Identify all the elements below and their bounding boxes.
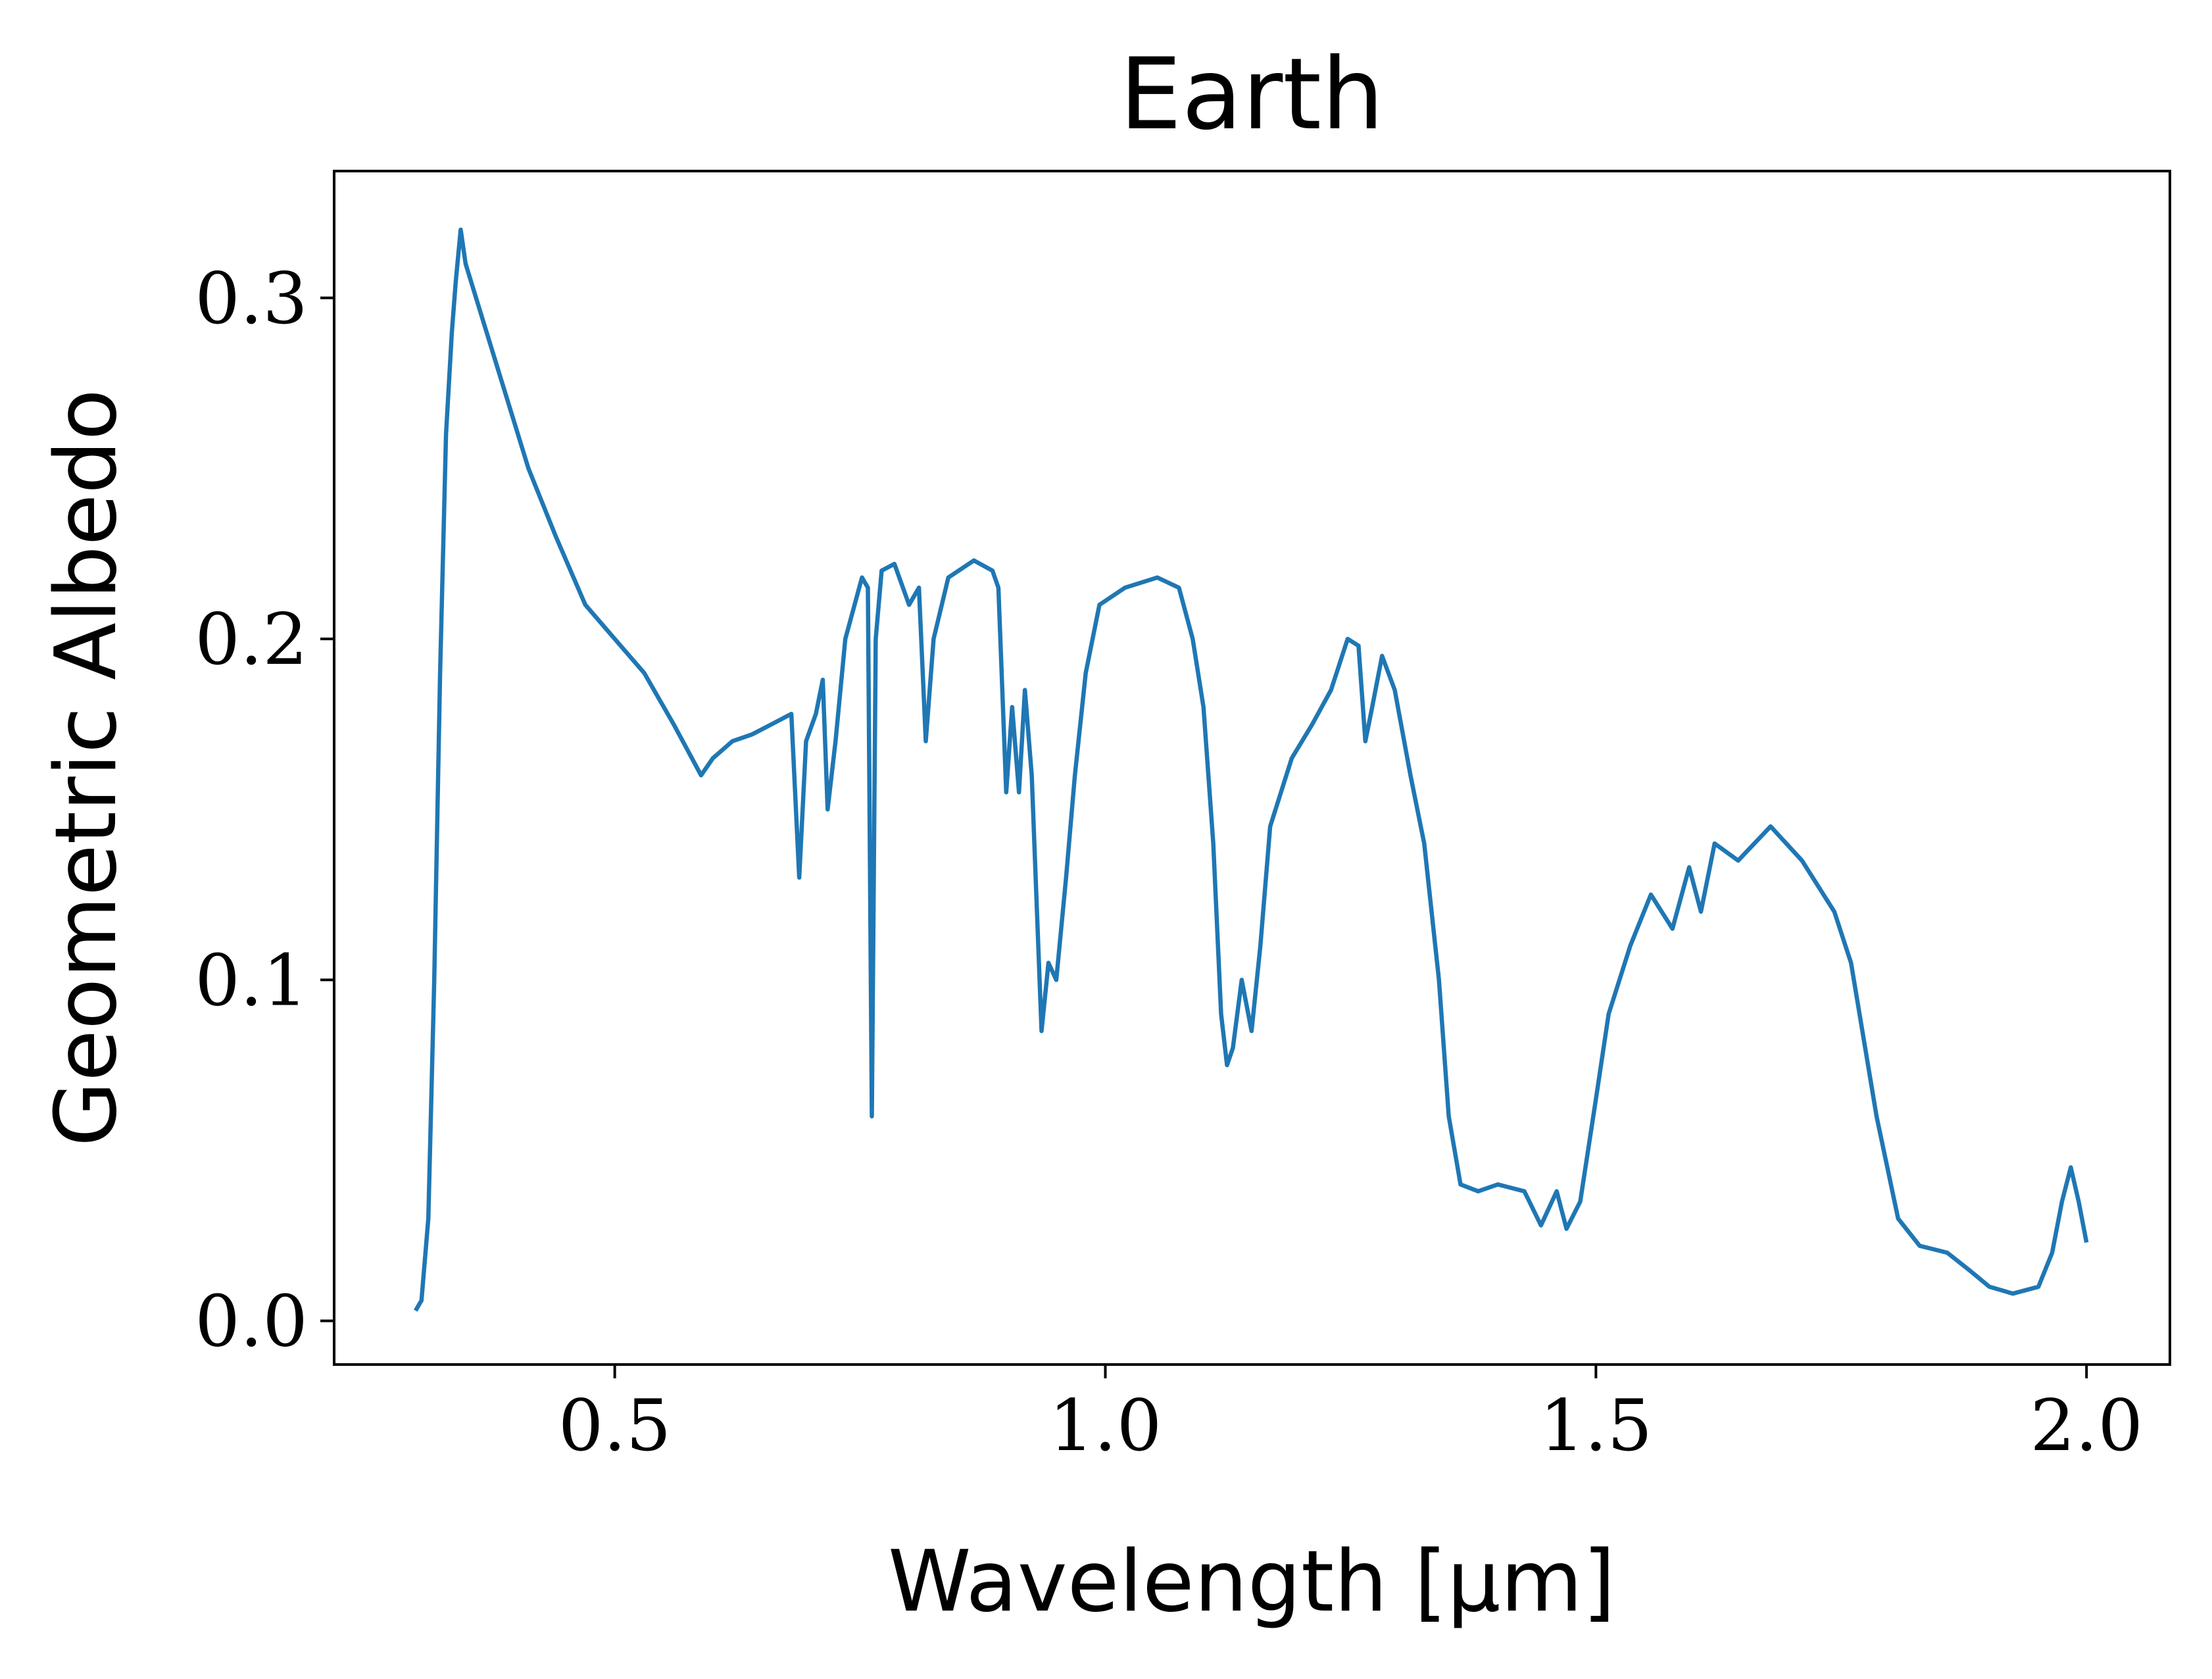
y-tick-label: 0.1 [195,940,308,1022]
y-tick-label: 0.0 [195,1281,308,1363]
data-line [413,227,2089,1312]
y-tick-label: 0.3 [195,258,308,340]
x-axis-label: Wavelength [μm] [888,1533,1615,1631]
y-axis-label: Geometric Albedo [37,389,135,1147]
y-tick-label: 0.2 [195,599,308,681]
axes-frame [333,170,2171,1366]
x-tick-label: 2.0 [2030,1385,2143,1467]
x-tick-label: 0.5 [558,1385,672,1467]
x-tick-label: 1.0 [1049,1385,1162,1467]
chart-title: Earth [1119,38,1384,152]
x-tick-label: 1.5 [1539,1385,1652,1467]
